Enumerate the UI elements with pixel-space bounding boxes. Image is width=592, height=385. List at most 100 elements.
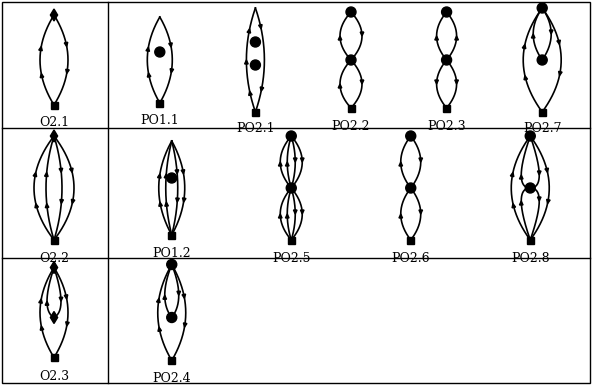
Circle shape <box>287 131 296 141</box>
Bar <box>50 354 57 361</box>
Polygon shape <box>549 30 553 34</box>
Polygon shape <box>38 47 42 51</box>
Circle shape <box>525 131 535 141</box>
Polygon shape <box>338 36 342 40</box>
Polygon shape <box>259 25 262 29</box>
Polygon shape <box>159 202 162 206</box>
Polygon shape <box>278 162 282 166</box>
Polygon shape <box>46 204 49 208</box>
Polygon shape <box>50 9 57 21</box>
Polygon shape <box>184 323 187 327</box>
Polygon shape <box>519 201 523 205</box>
Polygon shape <box>360 32 364 36</box>
Circle shape <box>406 183 416 193</box>
Circle shape <box>167 173 177 183</box>
Polygon shape <box>182 198 186 202</box>
Polygon shape <box>182 294 185 298</box>
Polygon shape <box>524 75 527 80</box>
Polygon shape <box>285 214 289 218</box>
Polygon shape <box>559 71 562 75</box>
Polygon shape <box>170 69 173 73</box>
Polygon shape <box>455 80 458 84</box>
Bar <box>407 236 414 243</box>
Polygon shape <box>146 47 150 51</box>
Text: PO2.2: PO2.2 <box>332 120 370 133</box>
Polygon shape <box>546 199 550 204</box>
Circle shape <box>525 183 535 193</box>
Polygon shape <box>158 327 162 331</box>
Circle shape <box>346 55 356 65</box>
Circle shape <box>167 259 177 270</box>
Polygon shape <box>512 204 516 208</box>
Circle shape <box>537 3 547 13</box>
Text: O2.1: O2.1 <box>39 116 69 129</box>
Circle shape <box>250 37 260 47</box>
Polygon shape <box>519 175 523 179</box>
Polygon shape <box>249 91 252 95</box>
Text: PO2.8: PO2.8 <box>511 252 549 265</box>
Bar <box>288 236 295 243</box>
Circle shape <box>537 55 547 65</box>
Polygon shape <box>60 199 63 204</box>
Polygon shape <box>40 74 44 78</box>
Polygon shape <box>419 210 423 214</box>
Polygon shape <box>38 299 42 303</box>
Bar <box>50 236 57 243</box>
Polygon shape <box>163 295 166 299</box>
Circle shape <box>287 183 296 193</box>
Circle shape <box>346 7 356 17</box>
Polygon shape <box>455 36 458 40</box>
Bar <box>527 236 534 243</box>
Bar <box>443 104 450 112</box>
Text: O2.3: O2.3 <box>39 370 69 383</box>
Polygon shape <box>72 199 75 204</box>
Polygon shape <box>59 297 63 301</box>
Polygon shape <box>177 291 181 295</box>
Text: PO2.6: PO2.6 <box>391 252 430 265</box>
Bar <box>348 104 355 112</box>
Polygon shape <box>532 34 535 38</box>
Polygon shape <box>435 36 439 40</box>
Text: PO2.3: PO2.3 <box>427 120 466 133</box>
Polygon shape <box>435 80 439 84</box>
Polygon shape <box>338 84 342 88</box>
Polygon shape <box>522 44 526 49</box>
Polygon shape <box>164 174 168 178</box>
Polygon shape <box>419 158 423 162</box>
Polygon shape <box>33 172 37 177</box>
Polygon shape <box>545 168 548 172</box>
Text: PO2.7: PO2.7 <box>523 122 561 135</box>
Polygon shape <box>538 197 541 201</box>
Polygon shape <box>399 214 403 218</box>
Bar <box>252 109 259 116</box>
Polygon shape <box>278 214 282 218</box>
Polygon shape <box>50 261 57 273</box>
Polygon shape <box>165 202 168 206</box>
Polygon shape <box>301 210 304 214</box>
Polygon shape <box>50 311 57 323</box>
Polygon shape <box>156 298 160 303</box>
Text: PO2.4: PO2.4 <box>152 373 191 385</box>
Circle shape <box>442 7 452 17</box>
Text: PO1.1: PO1.1 <box>140 114 179 127</box>
Circle shape <box>167 313 177 323</box>
Circle shape <box>406 131 416 141</box>
Bar <box>539 109 546 116</box>
Polygon shape <box>294 210 297 214</box>
Polygon shape <box>69 168 73 172</box>
Polygon shape <box>399 162 403 166</box>
Polygon shape <box>244 60 248 64</box>
Bar <box>168 231 175 238</box>
Polygon shape <box>66 322 69 326</box>
Text: PO2.5: PO2.5 <box>272 252 310 265</box>
Bar <box>168 357 175 364</box>
Polygon shape <box>157 174 161 178</box>
Polygon shape <box>557 40 561 44</box>
Polygon shape <box>360 80 364 84</box>
Polygon shape <box>65 295 67 299</box>
Polygon shape <box>247 29 250 33</box>
Polygon shape <box>40 326 44 330</box>
Polygon shape <box>66 69 69 74</box>
Polygon shape <box>294 158 297 162</box>
Polygon shape <box>260 87 263 91</box>
